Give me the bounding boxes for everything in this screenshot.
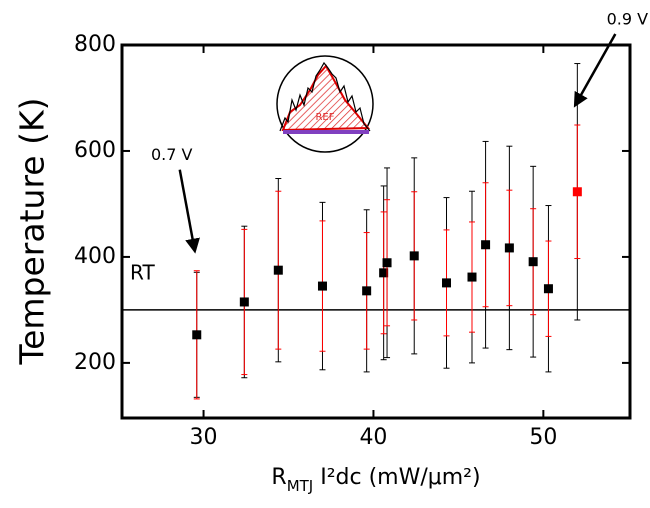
x-tick-label: 30 <box>190 425 218 450</box>
y-axis-label: Temperature (K) <box>13 98 52 366</box>
point <box>528 257 538 267</box>
x-tick-label: 40 <box>359 425 387 450</box>
y-tick-label: 400 <box>74 244 116 269</box>
point <box>362 286 372 296</box>
point <box>192 330 202 340</box>
point <box>481 240 491 250</box>
y-tick-label: 800 <box>74 32 116 57</box>
point <box>442 278 452 288</box>
point <box>379 268 389 278</box>
x-axis-label: RMTJ I²dc (mW/μm²) <box>271 465 480 495</box>
x-label-rest: I²dc (mW/μm²) <box>313 465 480 490</box>
point <box>572 187 582 197</box>
point <box>467 272 477 282</box>
annotation-arrow <box>573 33 617 108</box>
annotation: 0.9 V <box>607 10 649 29</box>
x-tick-label: 50 <box>529 425 557 450</box>
y-tick-label: 600 <box>74 138 116 163</box>
inset-label: REF <box>315 112 334 123</box>
annotation-arrow <box>178 169 200 254</box>
reference-label: RT <box>130 260 155 284</box>
point <box>382 258 392 268</box>
annotation: 0.7 V <box>151 145 193 164</box>
x-label-sub: MTJ <box>287 477 314 495</box>
y-tick-label: 200 <box>74 350 116 375</box>
point <box>317 281 327 291</box>
point <box>239 297 249 307</box>
point <box>409 251 419 261</box>
plot-frame <box>120 43 632 420</box>
point <box>543 284 553 294</box>
inset: REF <box>276 55 374 153</box>
x-label-main: R <box>271 465 286 490</box>
point <box>273 265 283 275</box>
point <box>504 243 514 253</box>
